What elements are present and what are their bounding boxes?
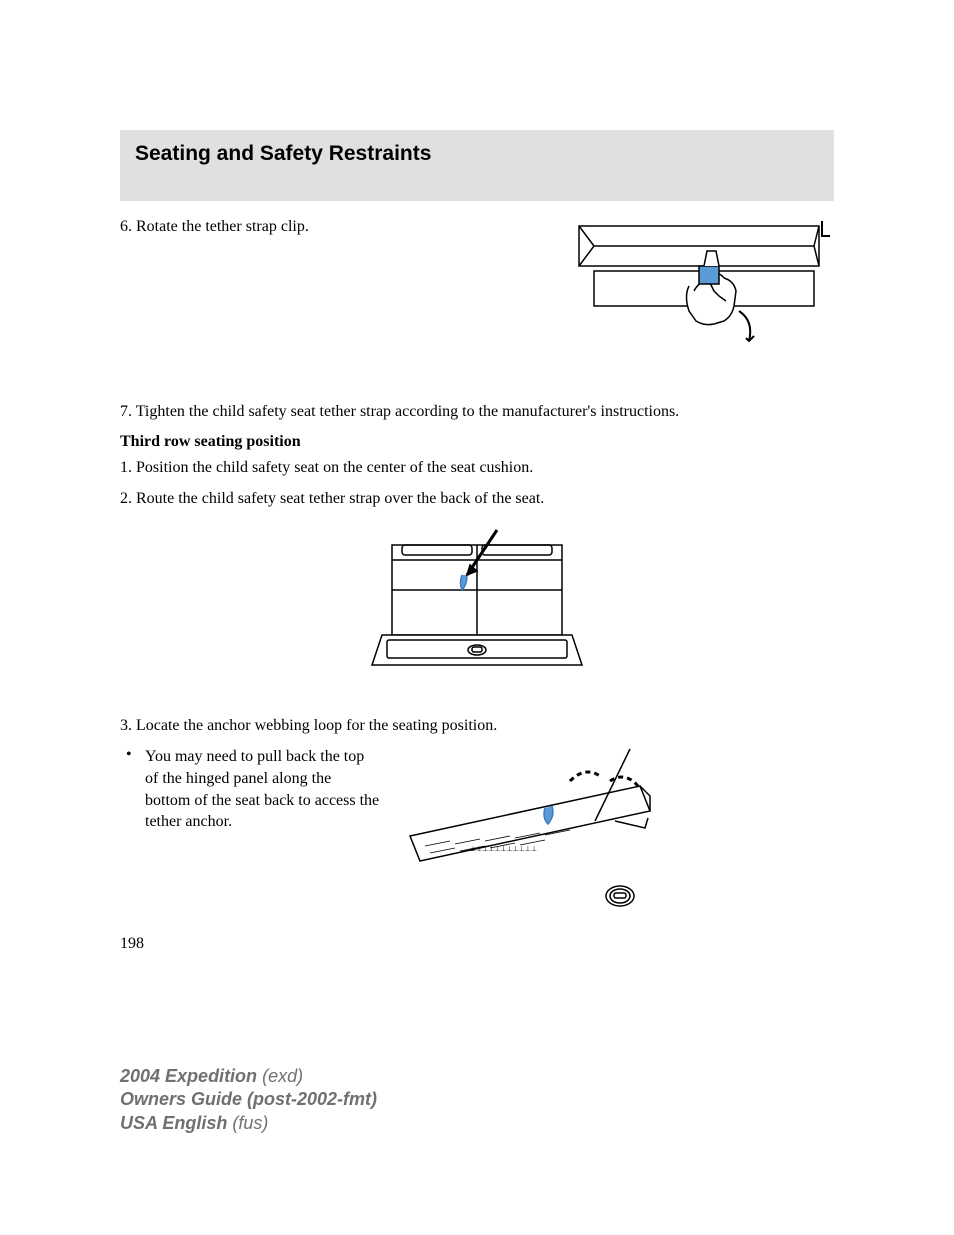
seat-back-tether-illustration	[367, 525, 587, 685]
step-7-text: 7. Tighten the child safety seat tether …	[120, 401, 834, 423]
footer-vehicle: 2004 Expedition	[120, 1066, 257, 1086]
third-row-step-3: 3. Locate the anchor webbing loop for th…	[120, 715, 834, 737]
third-row-step-2: 2. Route the child safety seat tether st…	[120, 488, 834, 510]
document-footer: 2004 Expedition (exd) Owners Guide (post…	[120, 1065, 377, 1135]
section-header: Seating and Safety Restraints	[120, 130, 834, 201]
bullet-hinged-panel: • You may need to pull back the top of t…	[120, 746, 380, 832]
page-number: 198	[120, 935, 144, 953]
bullet-hinged-panel-text: You may need to pull back the top of the…	[145, 746, 380, 832]
footer-language: USA English	[120, 1113, 227, 1133]
tether-clip-rotation-illustration	[574, 216, 834, 386]
step-6-text: 6. Rotate the tether strap clip.	[120, 216, 554, 238]
footer-language-code: (fus)	[232, 1113, 268, 1133]
section-title: Seating and Safety Restraints	[135, 142, 819, 166]
svg-text:⊥⊥⊥⊥⊥⊥⊥⊥⊥⊥⊥: ⊥⊥⊥⊥⊥⊥⊥⊥⊥⊥⊥	[470, 846, 537, 853]
footer-vehicle-code: (exd)	[262, 1066, 303, 1086]
third-row-heading: Third row seating position	[120, 433, 834, 451]
hinged-panel-anchor-illustration: ⊥⊥⊥⊥⊥⊥⊥⊥⊥⊥⊥	[400, 746, 660, 926]
third-row-step-1: 1. Position the child safety seat on the…	[120, 457, 834, 479]
footer-guide: Owners Guide (post-2002-fmt)	[120, 1088, 377, 1111]
bullet-marker-icon: •	[120, 746, 145, 832]
